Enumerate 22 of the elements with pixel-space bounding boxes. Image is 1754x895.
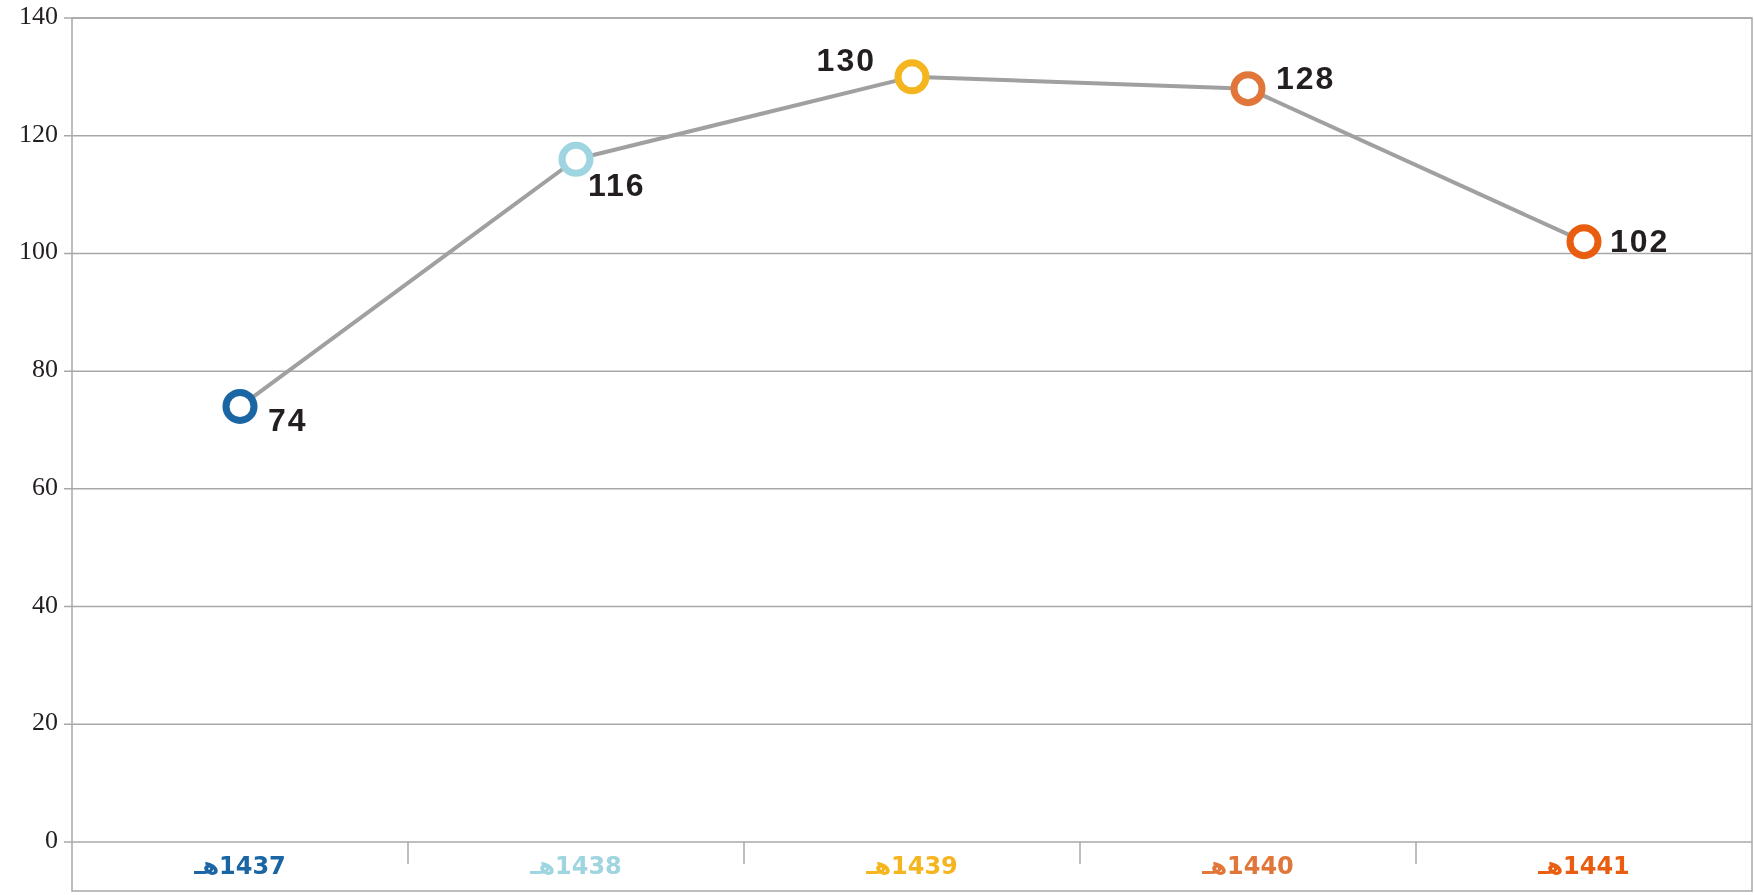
- y-tick-label: 0: [45, 824, 58, 854]
- x-tick-label: 1437هـ: [193, 851, 286, 880]
- y-tick-label: 40: [32, 589, 58, 619]
- y-tick-label: 100: [19, 236, 58, 266]
- data-label: 74: [268, 401, 308, 438]
- data-label: 116: [588, 166, 646, 203]
- y-tick-label: 120: [19, 118, 58, 148]
- y-tick-label: 20: [32, 707, 58, 737]
- point: [894, 59, 930, 95]
- data-label: 130: [816, 42, 876, 79]
- point: [1230, 71, 1266, 107]
- x-tick-label: 1439هـ: [865, 851, 958, 880]
- point: [1566, 224, 1602, 260]
- y-tick-label: 80: [32, 354, 58, 384]
- x-tick-label: 1440هـ: [1201, 851, 1294, 880]
- x-tick-label: 1441هـ: [1537, 851, 1630, 880]
- y-tick-label: 60: [32, 471, 58, 501]
- data-label: 102: [1610, 223, 1670, 260]
- data-label: 128: [1276, 60, 1336, 97]
- point: [222, 388, 258, 424]
- x-tick-label: 1438هـ: [529, 851, 622, 880]
- y-tick-label: 140: [19, 0, 58, 30]
